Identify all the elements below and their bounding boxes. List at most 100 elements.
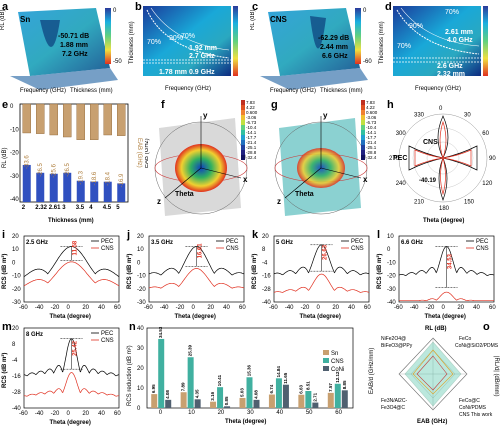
y-tick-label: -4 <box>262 260 268 266</box>
colorbar-tick: 0.600 <box>361 110 381 115</box>
ref-label: FeCo@C <box>459 398 480 404</box>
y-tick-label: -20 <box>387 274 396 280</box>
y-tick-label: -10 <box>387 260 396 266</box>
colorbar-tick: -21.4 <box>241 140 261 145</box>
bar-cns <box>158 338 165 408</box>
y-tick-label: -20 <box>12 287 21 293</box>
y-tick-label: -30 <box>387 287 396 293</box>
y-tick-label: -20 <box>137 287 146 293</box>
y-tick-label: 30 <box>137 346 144 352</box>
data-label: 0.85 <box>224 396 229 405</box>
x-tick-label: 20 <box>457 305 464 311</box>
colorbar-tick-label: -21.4 <box>366 140 377 145</box>
x-tick-label: 40 <box>223 305 230 311</box>
data-label: -19.3 <box>79 170 85 184</box>
y-tick-label: 20 <box>137 234 144 240</box>
x-tick-label: 40 <box>98 305 105 311</box>
x-tick-label: -40 <box>35 411 44 417</box>
y-tick-label: -28 <box>12 390 21 396</box>
ref-label: CoNi@SiO2/PDMS <box>455 343 499 349</box>
data-label: 7.57 <box>328 383 333 392</box>
panel-c-surface: 0 -60 RL (dB) CNS -62.29 dB 2.44 mm 6.6 G… <box>250 8 372 94</box>
panel-label: c <box>252 1 259 13</box>
x-axis-label: Frequency (GHz) <box>165 86 211 92</box>
panel-a: 0 -50 RL (dB) Sn -50.71 dB 1.88 mm 7.2 GH… <box>0 0 125 95</box>
x-tick-label: 10 <box>188 410 195 416</box>
panel-e: RL (dB) EAB (GHz) Thickness (mm) -33.6 2-… <box>0 98 143 226</box>
legend-swatch <box>323 350 329 355</box>
radar-top-axis: RL (dB) <box>425 326 447 332</box>
legend-label: Sn <box>331 351 338 357</box>
data-label: -26.5 <box>38 162 44 176</box>
colorbar-tick-label: -10.4 <box>366 125 377 130</box>
colorbar-tick-label: -6.73 <box>246 120 257 125</box>
tick-label: 2 <box>22 205 26 211</box>
y-tick-label: -10 <box>137 274 146 280</box>
x-axis-label: Theta (degree) <box>50 420 91 426</box>
data-label: 7.89 <box>181 382 186 391</box>
x-tick-label: 40 <box>348 305 355 311</box>
x-tick-label: -60 <box>394 305 403 311</box>
colorbar-tick-label: -6.73 <box>366 120 377 125</box>
x-tick-label: 40 <box>98 411 105 417</box>
y-tick-label: 0 <box>10 104 14 110</box>
svg-text:z: z <box>157 197 161 206</box>
colorbar-tick-label: -17.7 <box>366 135 377 140</box>
bar-sn <box>327 392 334 408</box>
panel-label: d <box>385 1 392 13</box>
eab-bar <box>22 103 31 134</box>
panel-label: g <box>271 99 278 111</box>
bar-coni <box>165 399 172 408</box>
angle-label: 0 <box>439 106 443 112</box>
frequency-label: 8 GHz <box>26 332 43 338</box>
cns-series-line <box>148 268 245 289</box>
colorbar-tick: -25.1 <box>361 145 381 150</box>
legend-cns-label: CNS <box>101 338 114 344</box>
data-label: -18.4 <box>106 171 112 185</box>
plot-frame <box>23 327 120 409</box>
panel-label: f <box>161 99 165 111</box>
bar-cns <box>246 377 253 408</box>
legend-swatch <box>323 366 329 371</box>
x-tick-label: 60 <box>239 305 246 311</box>
svg-text:z: z <box>277 197 281 206</box>
colorbar-tick-label: 0.600 <box>366 110 378 115</box>
x-tick-label: 0 <box>67 411 71 417</box>
panel-n: RCS reduction (dB m²) Theta (degree) 6.9… <box>125 320 365 426</box>
x-tick-label: -60 <box>19 305 28 311</box>
x-axis-label: Theta (degree) <box>225 419 266 425</box>
x-axis-label: Thickness (mm) <box>48 218 94 224</box>
material-label: Sn <box>20 15 30 24</box>
colorbar-swatch <box>361 120 365 125</box>
colorbar-tick: -17.7 <box>241 135 261 140</box>
legend-swatch <box>323 358 329 363</box>
panel-label: b <box>135 1 142 13</box>
contour-90-label: 90% <box>169 35 183 42</box>
data-label: 12.12 <box>335 371 340 383</box>
plot-frame <box>398 235 495 303</box>
cns-series-line <box>273 273 370 293</box>
tick-label: 3.5 <box>76 205 85 211</box>
legend-cns-label: CNS <box>351 246 364 252</box>
bar-cns <box>275 378 282 408</box>
panel-d-contour: 70% 90% 70% 2.61 mm 4.0 GHz 2.6 GHz 2.32… <box>379 6 488 92</box>
data-label: -33.6 <box>25 155 31 169</box>
colorbar-swatch <box>241 120 245 125</box>
rl-bar <box>22 164 31 202</box>
radar-left-axis: EAB/d (GHz/mm) <box>369 348 375 394</box>
angle-label: 30 <box>464 113 471 119</box>
colorbar-tick-label: -28.8 <box>246 150 257 155</box>
bar-sn <box>268 394 275 408</box>
tick-label: 2.32 <box>35 205 47 211</box>
colorbar-tick: -17.7 <box>361 135 381 140</box>
x-axis-label: Theta (degree) <box>50 314 91 320</box>
colorbar-tick: -6.73 <box>241 120 261 125</box>
colorbar-swatch <box>361 145 365 150</box>
angle-label: 120 <box>482 181 493 187</box>
angle-label: 180 <box>439 206 450 212</box>
bar-sn <box>180 392 187 408</box>
colorbar-tick: -32.4 <box>241 155 261 160</box>
x-tick-label: 20 <box>332 305 339 311</box>
